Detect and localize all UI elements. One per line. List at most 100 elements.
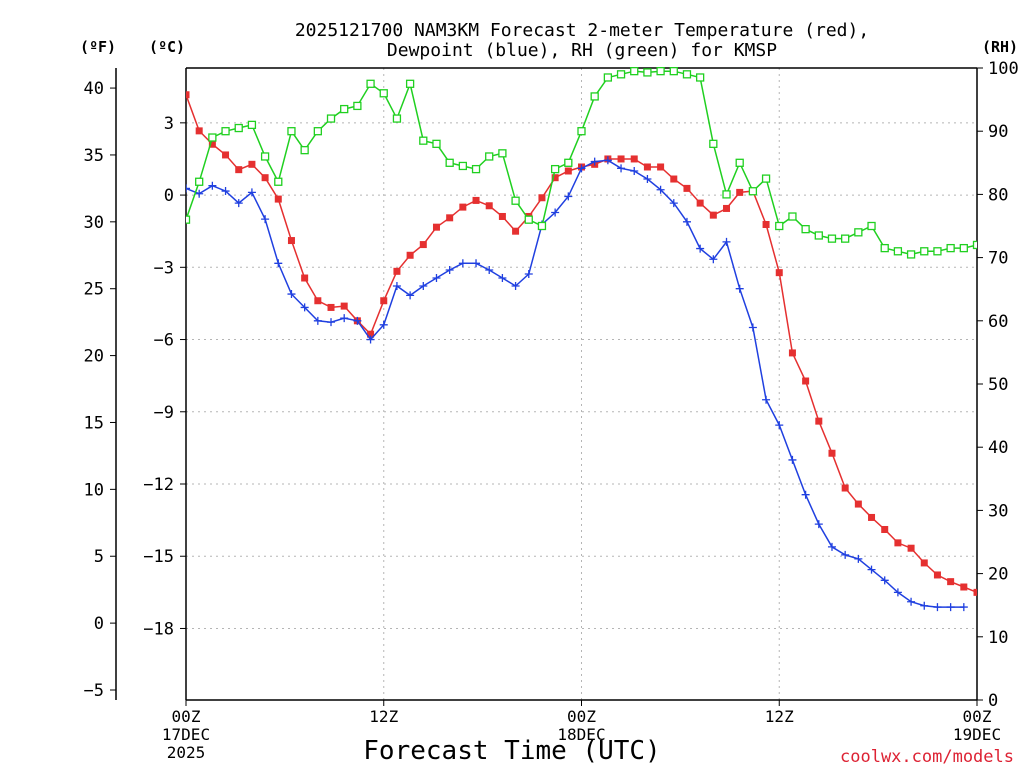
x-tick-date: 19DEC <box>953 725 1001 744</box>
dewpoint-point <box>775 421 784 430</box>
rh-point <box>788 212 797 221</box>
unit-f-label: (ºF) <box>80 38 116 56</box>
temperature-point <box>235 166 243 174</box>
rh-point <box>893 247 903 256</box>
temperature-point <box>485 202 493 210</box>
temperature-point <box>446 214 454 222</box>
rh-point <box>880 243 889 253</box>
dewpoint-point <box>643 175 652 184</box>
temperature-point <box>195 127 203 135</box>
temperature-point <box>406 251 414 259</box>
temperature-point <box>340 302 348 310</box>
f-tick-label: 25 <box>84 280 104 300</box>
rh-tick-label: 40 <box>988 438 1008 458</box>
temperature-point <box>960 583 968 591</box>
dewpoint-point <box>748 323 757 332</box>
rh-point <box>195 177 204 186</box>
rh-point <box>419 136 428 145</box>
dewpoint-point <box>920 601 929 610</box>
temperature-point <box>788 349 796 357</box>
temperature-point <box>617 155 625 163</box>
rh-tick-label: 10 <box>988 628 1008 648</box>
title-line-1: 2025121700 NAM3KM Forecast 2-meter Tempe… <box>295 20 869 41</box>
temperature-point <box>723 204 731 212</box>
temperature-point <box>828 449 836 457</box>
series-line-rh <box>186 70 977 256</box>
dewpoint-point <box>261 215 270 224</box>
dewpoint-point <box>445 265 454 274</box>
c-tick-label: −18 <box>143 619 174 639</box>
rh-point <box>643 68 652 77</box>
dewpoint-point <box>524 269 533 278</box>
f-tick-label: 30 <box>84 213 104 233</box>
rh-point <box>801 225 810 234</box>
dewpoint-point <box>907 597 916 606</box>
f-tick-label: 20 <box>84 347 104 367</box>
dewpoint-point <box>247 188 256 197</box>
c-tick-label: 0 <box>164 186 174 206</box>
temperature-point <box>683 184 691 192</box>
x-tick-label: 00Z <box>567 707 596 726</box>
unit-rh-label: (RH) <box>982 38 1018 56</box>
temperature-point <box>367 330 375 338</box>
c-tick-label: −6 <box>154 331 174 351</box>
dewpoint-point <box>959 603 968 612</box>
rh-point <box>511 196 520 205</box>
temperature-point <box>287 237 295 245</box>
f-tick-label: −5 <box>84 681 104 701</box>
rh-tick-label: 50 <box>988 375 1008 395</box>
rh-point <box>920 247 929 256</box>
rh-point <box>260 152 270 161</box>
temperature-point <box>1013 594 1020 601</box>
dewpoint-point <box>946 603 955 612</box>
temperature-point <box>762 221 770 229</box>
rh-point <box>313 127 322 136</box>
dewpoint-point <box>656 185 665 194</box>
rh-point <box>485 152 494 161</box>
temperature-point <box>802 377 810 385</box>
rh-point <box>748 187 758 196</box>
rh-point <box>814 231 823 240</box>
rh-point <box>300 146 309 155</box>
f-tick-label: 35 <box>84 146 104 166</box>
dewpoint-point <box>221 187 230 196</box>
rh-point <box>432 139 441 148</box>
temperature-point <box>947 578 955 586</box>
temperature-point <box>459 203 467 211</box>
dewpoint-point <box>551 208 560 217</box>
rh-point <box>221 127 230 136</box>
f-tick-label: 10 <box>84 480 104 500</box>
temperature-point <box>881 525 889 533</box>
dewpoint-point <box>669 199 678 208</box>
temperature-point <box>301 274 309 282</box>
c-tick-label: −12 <box>143 475 174 495</box>
dewpoint-point <box>696 244 705 253</box>
rh-point <box>972 240 977 250</box>
rh-point <box>287 127 296 136</box>
temperature-point <box>973 588 977 596</box>
dewpoint-point <box>432 274 441 283</box>
rh-point <box>946 243 955 253</box>
dewpoint-point <box>564 192 573 201</box>
rh-point <box>550 164 560 174</box>
temperature-point <box>248 160 256 168</box>
dewpoint-point <box>300 303 309 312</box>
temperature-point <box>208 140 216 148</box>
rh-point <box>247 120 257 130</box>
f-tick-label: 40 <box>84 79 104 99</box>
rh-tick-label: 0 <box>988 691 998 711</box>
temperature-point <box>472 196 480 204</box>
dewpoint-point <box>630 166 639 175</box>
temperature-point <box>186 91 190 99</box>
dewpoint-point <box>735 284 744 293</box>
rh-point <box>564 158 573 167</box>
rh-tick-label: 30 <box>988 501 1008 521</box>
axes: 4035302520151050−530−3−6−9−12−15−1810090… <box>84 59 1019 762</box>
dewpoint-point <box>590 157 599 166</box>
rh-point <box>775 221 784 231</box>
rh-point <box>841 234 850 243</box>
rh-point <box>906 250 916 259</box>
dewpoint-point <box>419 282 428 291</box>
rh-point <box>669 67 678 76</box>
